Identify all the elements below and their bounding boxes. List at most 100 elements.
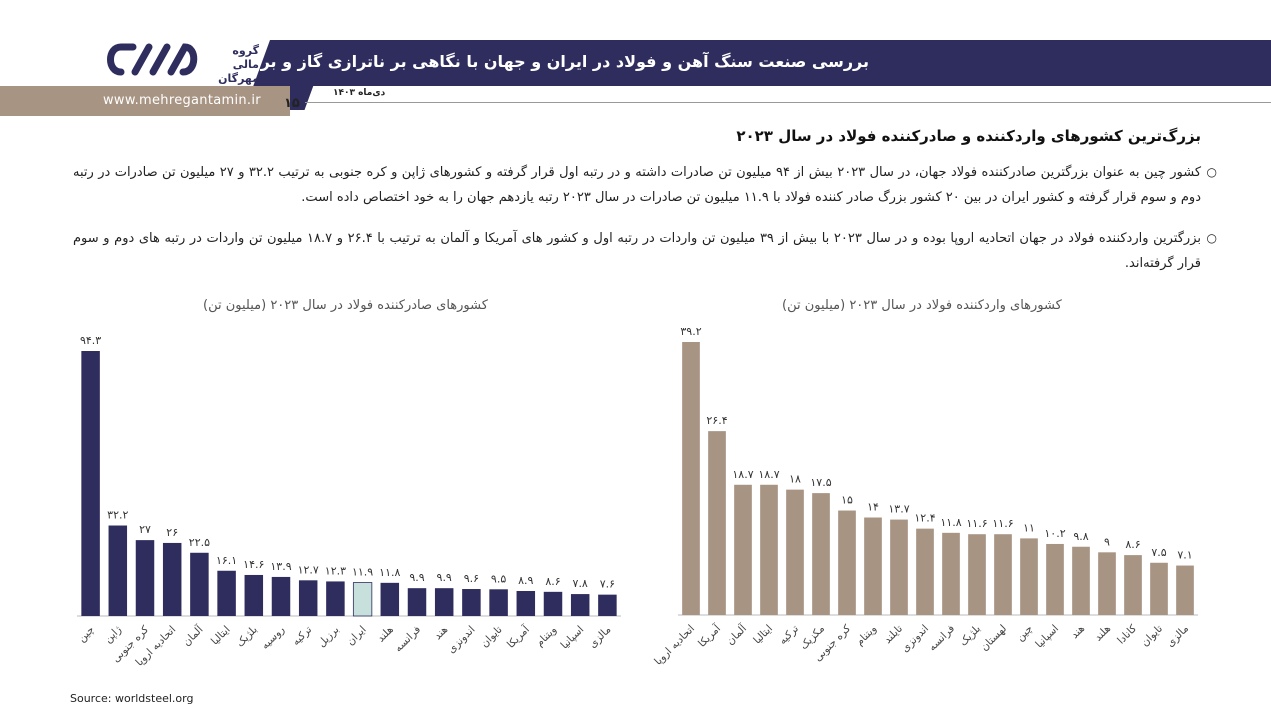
logo-text: گروه مالی مهرگان xyxy=(218,44,259,85)
import-chart-title: کشورهای واردکننده فولاد در سال ۲۰۲۳ (میل… xyxy=(782,298,1062,313)
export-category-label: آلمان xyxy=(180,622,206,648)
export-chart-title: کشورهای صادرکننده فولاد در سال ۲۰۲۳ (میل… xyxy=(203,298,488,313)
export-value-label: ۷.۶ xyxy=(600,578,615,591)
import-category-label: لهستان xyxy=(978,623,1009,654)
export-bar xyxy=(516,590,536,616)
export-category-label: برزیل xyxy=(316,624,342,650)
export-bar xyxy=(190,552,209,616)
export-category-label: بلژیک xyxy=(234,624,260,650)
export-value-label: ۳۲.۲ xyxy=(107,509,128,522)
report-title: بررسی صنعت سنگ آهن و فولاد در ایران و جه… xyxy=(123,52,869,71)
import-bar xyxy=(994,534,1012,615)
import-bar xyxy=(786,489,804,615)
import-value-label: ۱۸ xyxy=(789,473,801,486)
export-value-label: ۱۱.۸ xyxy=(379,566,400,579)
export-bar xyxy=(352,582,373,617)
export-value-label: ۱۲.۳ xyxy=(325,564,346,577)
export-bar xyxy=(380,582,400,616)
import-category-label: ویتنام xyxy=(854,623,879,648)
export-value-label: ۱۴.۶ xyxy=(243,558,264,571)
import-category-label: هند xyxy=(1069,623,1088,642)
export-value-label: ۷.۸ xyxy=(573,577,588,590)
import-value-label: ۱۰.۲ xyxy=(1044,527,1065,540)
import-bar xyxy=(1150,562,1168,615)
export-bar xyxy=(326,581,345,616)
import-value-label: ۱۱ xyxy=(1023,521,1035,534)
import-bar xyxy=(1176,565,1194,615)
report-date: دی‌ماه ۱۴۰۳ xyxy=(333,88,386,98)
export-value-label: ۹۴.۳ xyxy=(80,334,101,347)
import-value-label: ۱۸.۷ xyxy=(758,468,779,481)
export-bar xyxy=(462,589,481,616)
import-category-label: هلند xyxy=(1092,623,1113,644)
export-value-label: ۱۶.۱ xyxy=(216,554,237,567)
export-value-label: ۲۶ xyxy=(166,526,178,539)
export-bar xyxy=(81,351,100,616)
export-value-label: ۲۲.۵ xyxy=(189,536,210,549)
import-bar xyxy=(1098,552,1116,615)
import-bar xyxy=(942,532,960,615)
website-band: www.mehregantamin.ir xyxy=(0,86,290,116)
export-category-label: تایوان xyxy=(478,624,504,650)
export-category-label: مالزی xyxy=(587,624,614,651)
export-bar xyxy=(543,591,563,616)
export-category-label: چین xyxy=(76,624,97,645)
export-value-label: ۹.۵ xyxy=(491,572,506,585)
export-bar xyxy=(434,588,454,616)
import-value-label: ۳۹.۲ xyxy=(680,325,701,338)
import-value-label: ۱۴ xyxy=(867,501,879,514)
bullet-icon: ○ xyxy=(1206,231,1217,245)
header-band: بررسی صنعت سنگ آهن و فولاد در ایران و جه… xyxy=(124,40,1271,86)
import-bar xyxy=(1124,555,1142,615)
export-value-label: ۹.۹ xyxy=(409,571,424,584)
import-value-label: ۱۱.۶ xyxy=(992,517,1013,530)
export-bar xyxy=(598,594,617,616)
export-category-label: ایران xyxy=(344,624,368,648)
export-bar xyxy=(570,594,590,616)
import-category-label: مالزی xyxy=(1164,623,1191,650)
import-value-label: ۱۱.۸ xyxy=(940,516,961,529)
import-category-label: ایتالیا xyxy=(751,623,775,647)
import-category-label: فرانسه xyxy=(926,623,957,654)
export-category-label: اسپانیا xyxy=(558,624,586,652)
export-category-label: روسیه xyxy=(259,624,287,652)
export-value-label: ۱۲.۷ xyxy=(298,563,319,576)
import-bar xyxy=(864,517,882,615)
import-category-label: آمریکا xyxy=(695,621,724,650)
import-category-label: آلمان xyxy=(724,621,750,647)
import-bar xyxy=(916,528,934,615)
import-bar xyxy=(708,431,726,615)
import-category-label: تایوان xyxy=(1139,623,1165,649)
import-bar xyxy=(838,510,856,615)
export-category-label: فرانسه xyxy=(392,624,423,655)
import-bar xyxy=(760,484,778,615)
export-category-label: آمریکا xyxy=(504,622,533,651)
section-title: بزرگ‌ترین کشورهای واردکننده و صادرکننده … xyxy=(736,127,1201,145)
import-value-label: ۱۵ xyxy=(841,494,853,507)
export-category-label: ایتالیا xyxy=(209,624,233,648)
export-bar xyxy=(489,589,508,616)
mehregan-logo-icon xyxy=(107,43,198,76)
export-category-label: هلند xyxy=(375,624,396,645)
import-value-label: ۸.۶ xyxy=(1125,538,1140,551)
import-category-label: اسپانیا xyxy=(1033,623,1061,651)
import-bar xyxy=(1072,546,1090,615)
import-bar xyxy=(682,342,700,615)
header-divider xyxy=(305,102,1271,103)
source-note: Source: worldsteel.org xyxy=(70,692,194,705)
paragraph-text: کشور چین به عنوان بزرگترین صادرکننده فول… xyxy=(73,165,1202,205)
import-bar xyxy=(812,493,830,615)
import-bar xyxy=(1046,543,1064,615)
export-category-label: ویتنام xyxy=(534,624,559,649)
export-bar xyxy=(217,570,236,616)
bullet-icon: ○ xyxy=(1206,165,1217,179)
import-value-label: ۷.۵ xyxy=(1151,546,1166,559)
export-bar xyxy=(162,542,182,616)
export-bar xyxy=(407,588,427,616)
website-link[interactable]: www.mehregantamin.ir xyxy=(103,93,261,108)
export-bar xyxy=(108,525,128,616)
export-bar xyxy=(244,574,264,616)
import-value-label: ۹ xyxy=(1104,535,1110,548)
import-value-label: ۱۷.۵ xyxy=(810,476,831,489)
